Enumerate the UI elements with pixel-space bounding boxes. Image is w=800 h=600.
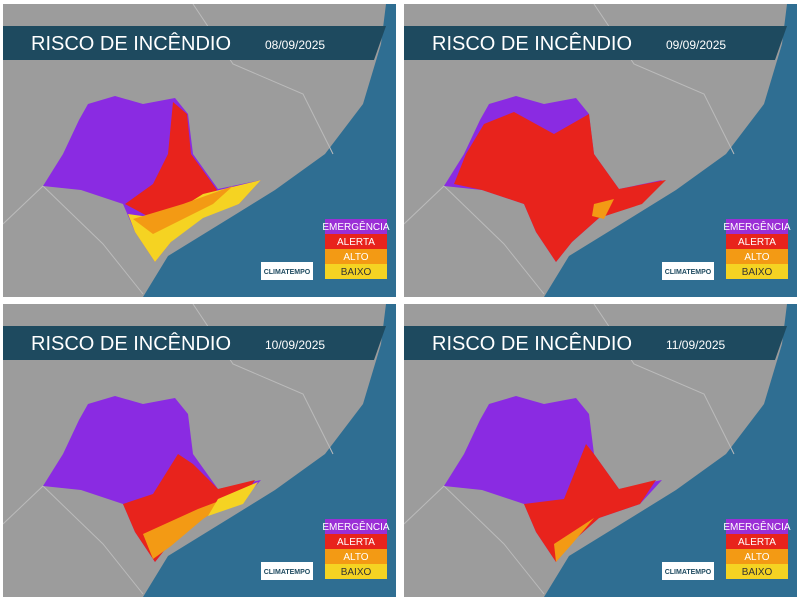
risk-emergencia <box>444 396 662 562</box>
title-banner <box>404 26 787 60</box>
state-border <box>3 185 144 295</box>
legend-label: BAIXO <box>341 267 372 278</box>
risk-zone <box>133 186 233 234</box>
risk-zone <box>454 112 666 262</box>
legend-label: EMERGÊNCIA <box>322 520 390 533</box>
map-panel: RISCO DE INCÊNDIO 08/09/2025 EMERGÊNCIA ALE… <box>3 4 396 297</box>
title-banner <box>404 326 787 360</box>
date: 11/09/2025 <box>666 338 725 352</box>
risk-emergencia <box>43 396 261 562</box>
map-panel: RISCO DE INCÊNDIO 09/09/2025 EMERGÊNCIA ALE… <box>404 4 797 297</box>
legend-swatch <box>726 549 788 564</box>
legend-swatch <box>325 264 387 279</box>
legend-swatch <box>325 534 387 549</box>
legend-label: ALTO <box>744 252 769 263</box>
title: RISCO DE INCÊNDIO <box>31 332 231 355</box>
legend-swatch <box>726 564 788 579</box>
legend-swatch <box>726 264 788 279</box>
state-border <box>404 485 545 595</box>
legend-swatch <box>726 534 788 549</box>
risk-zone <box>524 444 656 562</box>
legend-label: ALERTA <box>738 537 776 548</box>
legend-label: ALERTA <box>738 237 776 248</box>
risk-zone <box>128 180 261 262</box>
risk-zone <box>554 518 594 562</box>
logo-box <box>662 562 714 580</box>
title-banner <box>3 326 386 360</box>
legend-swatch <box>726 234 788 249</box>
legend-label: BAIXO <box>742 267 773 278</box>
map-panel: RISCO DE INCÊNDIO 10/09/2025 EMERGÊNCIA ALE… <box>3 304 396 597</box>
legend-label: ALERTA <box>337 537 375 548</box>
legend-swatch <box>325 234 387 249</box>
logo-box <box>261 562 313 580</box>
legend-swatch <box>726 519 788 534</box>
legend-label: EMERGÊNCIA <box>322 220 390 233</box>
risk-zone <box>125 102 217 219</box>
legend-label: ALTO <box>744 552 769 563</box>
logo: CLIMATEMPO <box>665 269 712 276</box>
legend-label: BAIXO <box>742 567 773 578</box>
logo: CLIMATEMPO <box>665 569 712 576</box>
date: 09/09/2025 <box>666 38 726 52</box>
risk-zone <box>592 199 614 219</box>
risk-zone <box>208 482 258 516</box>
legend-label: ALERTA <box>337 237 375 248</box>
legend-swatch <box>325 549 387 564</box>
legend-label: ALTO <box>343 552 368 563</box>
logo: CLIMATEMPO <box>264 569 311 576</box>
title: RISCO DE INCÊNDIO <box>31 32 231 55</box>
state-border <box>404 185 545 295</box>
state-border <box>3 485 144 595</box>
legend-label: EMERGÊNCIA <box>723 520 791 533</box>
title-banner <box>3 26 386 60</box>
legend-swatch <box>325 219 387 234</box>
logo: CLIMATEMPO <box>264 269 311 276</box>
logo-box <box>261 262 313 280</box>
legend-label: EMERGÊNCIA <box>723 220 791 233</box>
logo-box <box>662 262 714 280</box>
legend-label: BAIXO <box>341 567 372 578</box>
legend-swatch <box>726 219 788 234</box>
legend-swatch <box>325 519 387 534</box>
date: 08/09/2025 <box>265 38 325 52</box>
legend-swatch <box>325 564 387 579</box>
map-panel: RISCO DE INCÊNDIO 11/09/2025 EMERGÊNCIA ALE… <box>404 304 797 597</box>
legend-swatch <box>726 249 788 264</box>
legend-swatch <box>325 249 387 264</box>
risk-emergencia <box>43 96 261 262</box>
title: RISCO DE INCÊNDIO <box>432 32 632 55</box>
legend-label: ALTO <box>343 252 368 263</box>
date: 10/09/2025 <box>265 338 325 352</box>
title: RISCO DE INCÊNDIO <box>432 332 632 355</box>
